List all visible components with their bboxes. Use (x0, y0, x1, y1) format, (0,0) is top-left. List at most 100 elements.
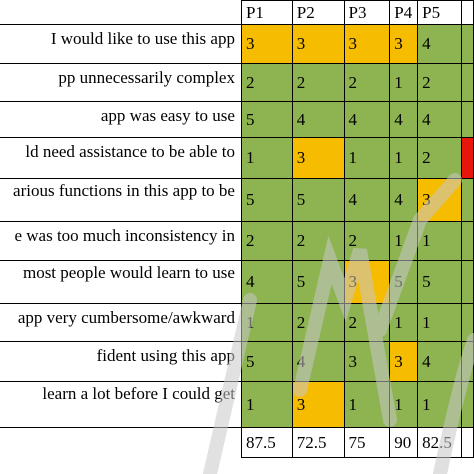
score-cell: 4 (389, 101, 419, 138)
score-cell: 3 (291, 381, 345, 428)
statement-text: ld need assistance to be able to (25, 142, 235, 161)
score-cell: 2 (417, 63, 463, 102)
score-cell: 1 (389, 381, 419, 428)
score-cell: 1 (389, 303, 419, 342)
score-cell: 5 (240, 178, 293, 222)
score-cell: 2 (240, 221, 293, 261)
score-cell: 4 (343, 101, 391, 138)
table-row: ld need assistance to be able to 1 3 1 1 2 (0, 137, 474, 179)
score-cell: 5 (389, 260, 419, 304)
statement-text-continued: d (1, 201, 240, 221)
table-row: app was easy to use 5 4 4 4 4 (0, 101, 474, 138)
sus-total-score: 90 (389, 427, 419, 458)
score-cell: 3 (240, 24, 293, 64)
table-row: most people would learn to usequickly453… (0, 260, 474, 304)
score-cell: 1 (417, 221, 463, 261)
participant-header: P2 (291, 0, 345, 25)
score-cell: 1 (417, 303, 463, 342)
statement-cell: pp unnecessarily complex (0, 63, 242, 102)
score-cell: 4 (389, 178, 419, 222)
statement-text: I would like to use this app (50, 29, 235, 48)
score-cell: 4 (417, 24, 463, 64)
statement-cell: I would like to use this app (0, 24, 242, 64)
statement-text: app very cumbersome/awkward (17, 308, 235, 327)
statement-cell: app was easy to use (0, 101, 242, 138)
score-cell (461, 178, 474, 222)
score-cell: 1 (417, 381, 463, 428)
participant-header (461, 0, 474, 25)
score-cell: 3 (343, 341, 391, 382)
score-cell: 3 (343, 24, 391, 64)
statement-cell: arious functions in this app to bed (0, 178, 242, 222)
sus-total-score: 87.5 (240, 427, 293, 458)
statement-text: most people would learn to use (22, 263, 235, 282)
score-cell: 3 (389, 24, 419, 64)
statement-text: pp unnecessarily complex (58, 68, 235, 87)
statement-text-continued: quickly (1, 283, 240, 303)
table-row: learn a lot before I could gets app13111 (0, 381, 474, 428)
table-row: pp unnecessarily complex 2 2 2 1 2 (0, 63, 474, 102)
score-cell (461, 381, 474, 428)
participant-header: P3 (343, 0, 391, 25)
statement-cell: ld need assistance to be able to (0, 137, 242, 179)
score-cell: 5 (291, 178, 345, 222)
score-cell: 5 (291, 260, 345, 304)
score-cell: 4 (343, 178, 391, 222)
score-cell (461, 341, 474, 382)
statement-text: arious functions in this app to be (13, 181, 235, 200)
score-cell: 1 (389, 221, 419, 261)
score-cell: 2 (343, 63, 391, 102)
score-cell: 4 (417, 341, 463, 382)
score-cell: 2 (291, 63, 345, 102)
totals-row: 87.5 72.5 75 90 82.5 (0, 427, 474, 458)
table-row: arious functions in this app to bed55443 (0, 178, 474, 222)
score-cell: 2 (240, 63, 293, 102)
score-cell: 2 (343, 221, 391, 261)
sus-total-score: 72.5 (291, 427, 345, 458)
sus-total-score: 75 (343, 427, 391, 458)
statement-cell: fident using this app (0, 341, 242, 382)
score-cell (461, 260, 474, 304)
score-cell (461, 101, 474, 138)
table-row: app very cumbersome/awkward 1 2 2 1 1 (0, 303, 474, 342)
statement-cell: most people would learn to usequickly (0, 260, 242, 304)
score-cell: 4 (240, 260, 293, 304)
statement-text: app was easy to use (100, 106, 235, 125)
score-cell: 2 (291, 221, 345, 261)
score-cell: 2 (417, 137, 463, 179)
score-cell: 1 (389, 63, 419, 102)
score-cell: 2 (343, 303, 391, 342)
score-cell: 3 (291, 24, 345, 64)
statement-cell: app very cumbersome/awkward (0, 303, 242, 342)
score-cell: 3 (389, 341, 419, 382)
totals-label-cell (0, 427, 242, 458)
score-cell: 4 (291, 101, 345, 138)
statement-text-continued: s app (1, 404, 240, 424)
score-cell (461, 137, 474, 179)
statement-text: fident using this app (96, 346, 235, 365)
header-statement-cell (0, 0, 242, 25)
score-cell: 4 (291, 341, 345, 382)
sus-total-score (461, 427, 474, 458)
score-cell: 1 (240, 137, 293, 179)
score-cell: 1 (343, 381, 391, 428)
score-cell: 4 (417, 101, 463, 138)
score-cell: 5 (240, 341, 293, 382)
participant-header: P1 (240, 0, 293, 25)
score-cell (461, 303, 474, 342)
score-cell: 3 (417, 178, 463, 222)
score-cell (461, 221, 474, 261)
statement-cell: learn a lot before I could gets app (0, 381, 242, 428)
score-cell: 1 (343, 137, 391, 179)
header-row: P1 P2 P3 P4 P5 (0, 0, 474, 25)
participant-header: P4 (389, 0, 419, 25)
score-cell: 2 (291, 303, 345, 342)
score-cell: 3 (343, 260, 391, 304)
score-cell (461, 63, 474, 102)
score-cell: 5 (417, 260, 463, 304)
score-cell: 3 (291, 137, 345, 179)
score-cell: 1 (240, 381, 293, 428)
score-cell (461, 24, 474, 64)
statement-cell: e was too much inconsistency in (0, 221, 242, 261)
statement-text: e was too much inconsistency in (14, 226, 235, 245)
